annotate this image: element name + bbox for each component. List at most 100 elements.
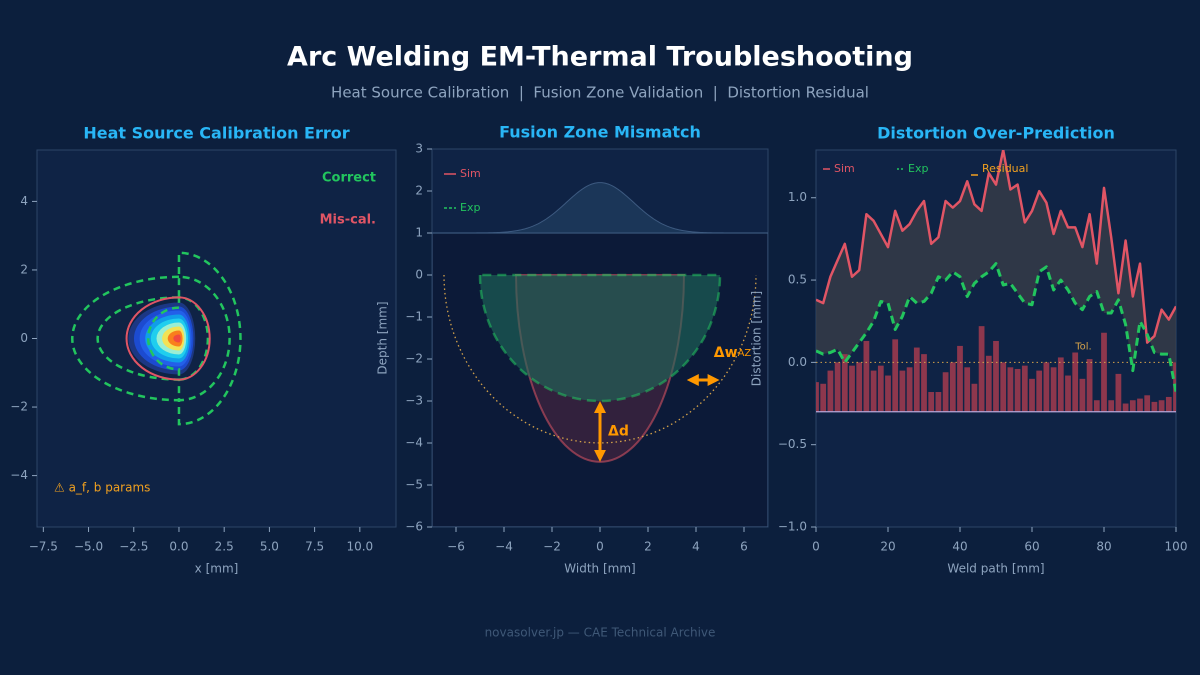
x-tick-label: 0 <box>812 540 820 554</box>
y-tick-label: 1 <box>415 226 423 240</box>
residual-bar <box>906 367 913 412</box>
x-tick-label: 0 <box>596 540 604 554</box>
y-tick-label: 2 <box>415 184 423 198</box>
residual-bar <box>1129 400 1136 412</box>
x-tick-label: 5.0 <box>260 540 279 554</box>
residual-bar <box>816 382 819 412</box>
heat-field-level <box>173 334 181 343</box>
x-tick-label: −2 <box>543 540 561 554</box>
x-tick-label: 10.0 <box>346 540 373 554</box>
x-tick-label: 6 <box>740 540 748 554</box>
heat-flux <box>432 182 768 234</box>
y-axis-label: Distortion [mm] <box>750 291 764 386</box>
residual-bar <box>978 326 985 412</box>
residual-bar <box>1021 365 1028 412</box>
x-tick-label: 0.0 <box>169 540 188 554</box>
residual-bar <box>863 340 870 412</box>
x-tick-label: −7.5 <box>29 540 58 554</box>
residual-bar <box>1144 395 1151 412</box>
x-tick-label: −2.5 <box>119 540 148 554</box>
plot-content <box>71 251 242 426</box>
y-tick-label: 4 <box>20 194 28 208</box>
legend-label: Sim <box>460 167 481 180</box>
plot-area <box>36 149 397 528</box>
residual-bar <box>1101 332 1107 412</box>
residual-bar <box>964 367 971 412</box>
residual-bar <box>827 370 834 412</box>
residual-bar <box>870 370 877 412</box>
residual-bar <box>1072 352 1079 412</box>
residual-bar <box>820 383 827 412</box>
legend-label: Exp <box>908 162 928 175</box>
plot-content: Δd ΔwAZ <box>432 182 768 527</box>
tolerance-label: Tol. <box>1074 341 1091 352</box>
y-tick-label: −4 <box>405 436 423 450</box>
y-tick-label: 0 <box>20 331 28 345</box>
legend-label: Exp <box>460 201 480 214</box>
y-tick-label: 0.5 <box>788 273 807 287</box>
annotation-sub: AZ <box>738 348 752 359</box>
x-tick-label: −5.0 <box>74 540 103 554</box>
y-tick-label: −5 <box>405 478 423 492</box>
y-tick-label: −6 <box>405 520 423 534</box>
residual-bar <box>1029 378 1035 412</box>
legend-label: Residual <box>982 162 1028 175</box>
panel-title: Heat Source Calibration Error <box>83 124 349 143</box>
series-line <box>816 150 1176 344</box>
residual-bar <box>928 392 935 412</box>
x-tick-label: 40 <box>952 540 967 554</box>
x-tick-label: 2.5 <box>215 540 234 554</box>
x-tick-label: −4 <box>495 540 513 554</box>
y-tick-label: −3 <box>405 394 423 408</box>
page-title: Arc Welding EM-Thermal Troubleshooting <box>287 42 913 73</box>
page-subtitle: Heat Source Calibration | Fusion Zone Va… <box>331 84 869 102</box>
residual-bar <box>1065 375 1071 412</box>
y-tick-label: −1.0 <box>778 520 807 534</box>
residual-bar <box>935 392 942 412</box>
residual-bar <box>1093 400 1100 412</box>
y-tick-label: −0.5 <box>778 437 807 451</box>
y-tick-label: 2 <box>20 262 28 276</box>
legend-label: Sim <box>834 162 855 175</box>
haz-boundary <box>443 274 757 444</box>
x-tick-label: −6 <box>447 540 465 554</box>
x-tick-label: 80 <box>1096 540 1111 554</box>
residual-bar <box>1115 373 1122 412</box>
x-axis-label: Weld path [mm] <box>947 562 1044 576</box>
annotation-main: Δw <box>714 345 738 361</box>
annotation: ΔwAZ <box>714 345 752 361</box>
y-tick-label: 0 <box>415 268 423 282</box>
residual-bar <box>1137 398 1143 412</box>
x-tick-label: 100 <box>1165 540 1188 554</box>
residual-bar <box>1000 362 1007 412</box>
legend-label: Mis-cal. <box>320 213 376 228</box>
residual-bar <box>1043 362 1050 412</box>
residual-bar <box>1007 367 1014 412</box>
residual-bar <box>1151 401 1158 412</box>
fusion-zone <box>478 273 722 403</box>
y-tick-label: −1 <box>405 310 423 324</box>
residual-bar <box>1165 396 1172 412</box>
x-axis-label: x [mm] <box>195 562 239 576</box>
y-tick-label: 1.0 <box>788 190 807 204</box>
residual-bar <box>1050 367 1057 412</box>
y-axis-label: Depth [mm] <box>376 301 390 374</box>
y-tick-label: −4 <box>10 468 28 482</box>
residual-bar <box>949 362 956 412</box>
residual-bar <box>834 362 841 412</box>
residual-bar <box>1079 378 1086 412</box>
x-tick-label: 7.5 <box>305 540 324 554</box>
residual-bar <box>841 354 848 412</box>
y-tick-label: 0.0 <box>788 355 807 369</box>
y-tick-label: −2 <box>405 352 423 366</box>
residual-bar <box>985 355 992 412</box>
panel-title: Distortion Over-Prediction <box>877 124 1115 143</box>
residual-bar <box>1122 403 1129 412</box>
residual-bar <box>877 365 884 412</box>
panel-title: Fusion Zone Mismatch <box>499 123 701 142</box>
residual-bar <box>1108 400 1115 412</box>
annotation: ⚠ a_f, b params <box>54 481 150 495</box>
x-axis-label: Width [mm] <box>564 562 635 576</box>
residual-bar <box>993 340 999 412</box>
